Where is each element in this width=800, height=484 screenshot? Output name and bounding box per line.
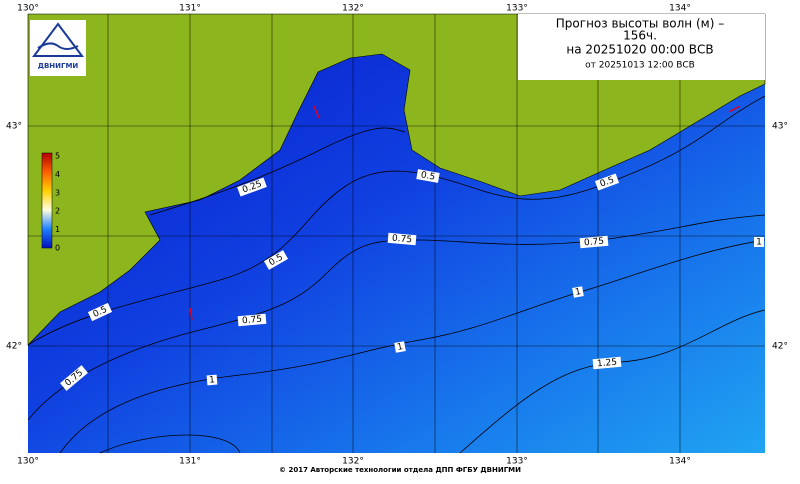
longitude-label: 131° — [179, 4, 201, 14]
title-line: на 20251020 00:00 ВСВ — [566, 43, 713, 57]
contour-label-bg — [206, 374, 218, 386]
title-box — [518, 14, 765, 80]
colorbar-label: 3 — [55, 188, 60, 197]
contour-label: 0.5 — [599, 175, 616, 189]
contour-label-bg — [594, 173, 620, 191]
contour-label: 1 — [396, 342, 403, 353]
longitude-label: 134° — [669, 457, 691, 467]
contour-label: 1.25 — [597, 358, 618, 370]
longitude-label: 131° — [179, 457, 201, 467]
contour-label-group: 0.5 — [416, 169, 440, 183]
longitude-label: 133° — [506, 457, 528, 467]
contour-label: 1 — [209, 375, 216, 385]
contour-label-bg — [87, 302, 113, 322]
longitude-label: 132° — [342, 457, 364, 467]
contour-label-bg — [394, 341, 406, 353]
latitude-label: 43° — [772, 122, 788, 132]
title-line: Прогноз высоты волн (м) – — [556, 17, 724, 31]
contour-label-group: 0.75 — [387, 232, 417, 246]
contour-label: 1 — [574, 287, 581, 298]
colorbar-label: 1 — [55, 225, 60, 234]
colorbar-label: 0 — [55, 244, 60, 253]
longitude-label: 133° — [506, 4, 528, 14]
contour-label-bg — [237, 177, 267, 197]
contour-label-group: 1 — [394, 341, 406, 353]
contour-label-group: 0.75 — [237, 313, 267, 327]
contour-label: 1 — [756, 238, 762, 248]
longitude-label: 134° — [669, 4, 691, 14]
longitude-label: 132° — [342, 4, 364, 14]
latitude-label: 43° — [6, 122, 22, 132]
contour-label-bg — [754, 237, 764, 247]
contour-label: 0.75 — [392, 234, 413, 246]
latitude-label: 42° — [6, 342, 22, 352]
contour-label-bg — [263, 250, 289, 270]
title-line: 156ч. — [623, 29, 657, 43]
longitude-label: 130° — [17, 457, 39, 467]
wind-arrows — [189, 105, 741, 321]
contour-label-group: 1 — [572, 286, 584, 298]
contour-label-bg — [60, 365, 88, 391]
contour-label-bg — [572, 286, 584, 298]
contour-label-bg — [237, 313, 267, 327]
colorbar-label: 4 — [55, 170, 60, 179]
contour-label-bg — [416, 169, 440, 183]
contour-label: 0.5 — [420, 170, 436, 182]
contour-label: 0.75 — [584, 237, 605, 249]
land — [27, 13, 766, 346]
title-line: от 20251013 12:00 ВСВ — [585, 61, 695, 71]
contour-label-group: 1 — [754, 237, 764, 248]
grid — [28, 14, 765, 453]
colorbar — [41, 152, 53, 249]
contour-label-bg — [592, 356, 622, 370]
logo-icon — [32, 22, 84, 57]
colorbar-label: 2 — [55, 207, 60, 216]
latitude-label: 42° — [772, 342, 788, 352]
contour-label-group: 1.25 — [592, 356, 622, 370]
logo-wave — [37, 42, 79, 50]
contour-label-group: 0.5 — [594, 173, 620, 191]
contour-label-group: 0.75 — [579, 235, 609, 249]
colorbar-label: 5 — [55, 152, 60, 161]
logo-text: ДВНИГМИ — [38, 62, 79, 70]
contour-label: 0.75 — [242, 315, 263, 327]
footer: © 2017 Авторские технологии отдела ДПП Ф… — [279, 466, 521, 474]
contour-label-group: 1 — [206, 374, 218, 386]
longitude-label: 130° — [17, 4, 39, 14]
contour-label-bg — [579, 235, 609, 249]
contour-label-bg — [387, 232, 417, 246]
